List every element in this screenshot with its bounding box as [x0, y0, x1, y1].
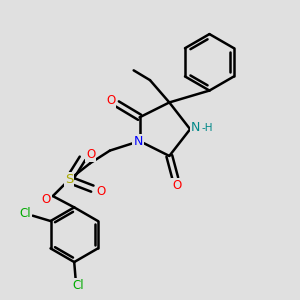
Text: Cl: Cl [73, 279, 85, 292]
Text: N: N [134, 135, 143, 148]
Text: N: N [191, 121, 200, 134]
Text: O: O [97, 185, 106, 198]
Text: O: O [172, 179, 182, 192]
Text: S: S [65, 173, 73, 186]
Text: Cl: Cl [20, 207, 31, 220]
Text: O: O [86, 148, 95, 161]
Text: O: O [106, 94, 116, 107]
Text: -H: -H [201, 123, 213, 133]
Text: O: O [42, 193, 51, 206]
